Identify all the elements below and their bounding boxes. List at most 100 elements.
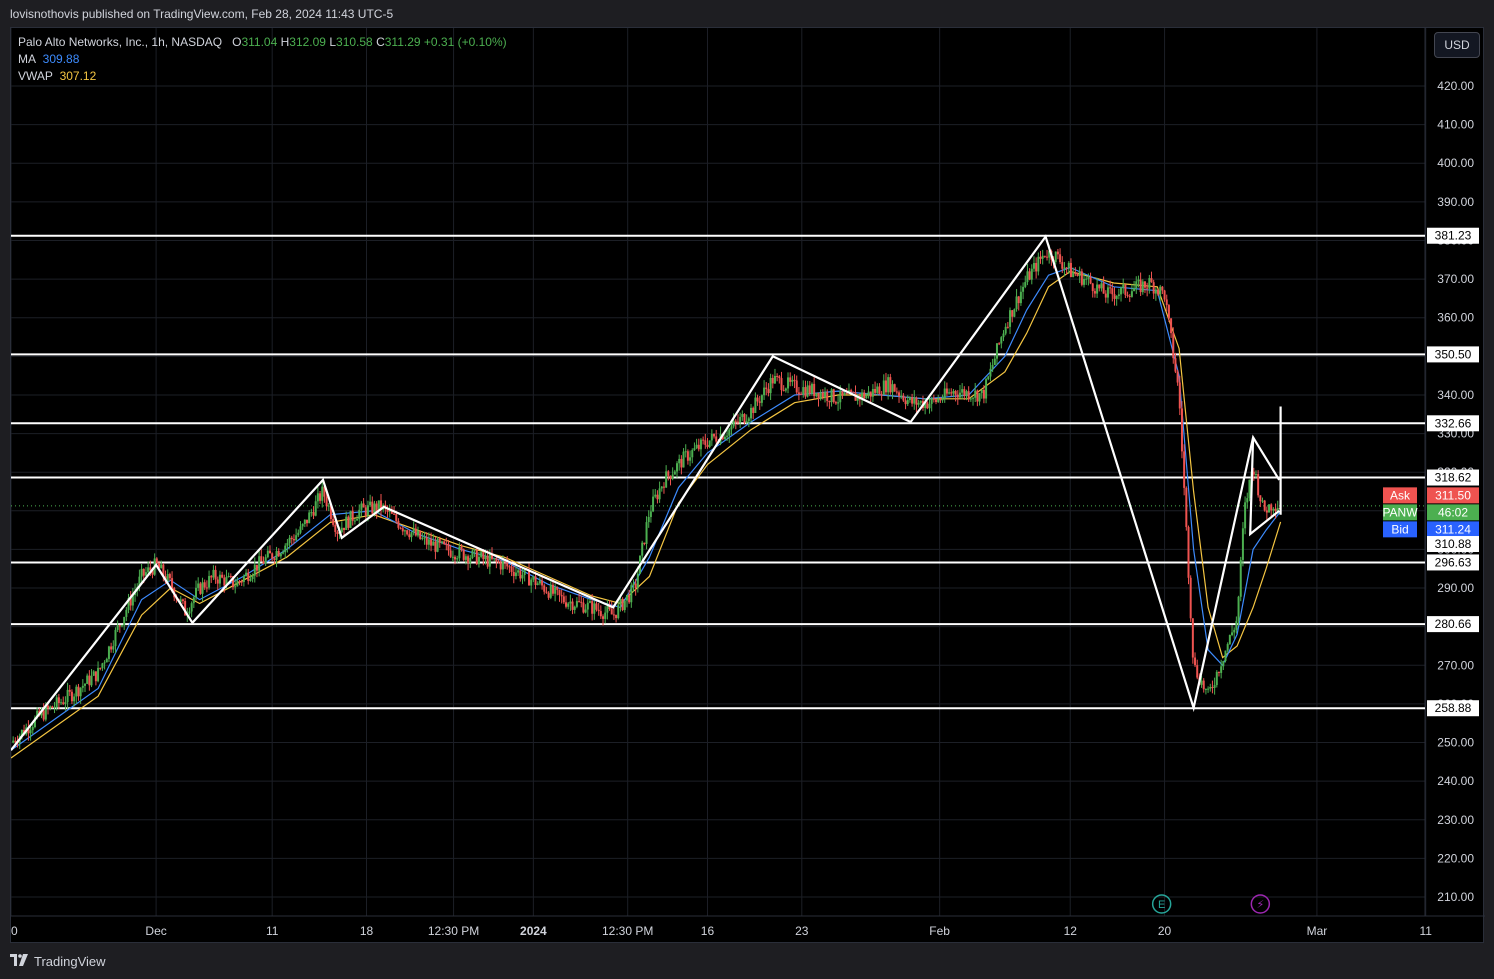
candle-body [900, 395, 903, 397]
candle-body [447, 544, 450, 551]
candle-body [861, 392, 864, 400]
last-tag [1383, 504, 1417, 521]
candle-body [1176, 371, 1179, 383]
dividend-flash-icon[interactable]: ⚡ [1250, 894, 1271, 914]
candle-body [517, 570, 520, 573]
candle-body [1011, 310, 1014, 317]
candle-body [913, 397, 916, 404]
candle-body [880, 394, 883, 396]
candle-body [850, 390, 853, 392]
candle-body [1215, 671, 1218, 686]
candle-body [889, 377, 892, 393]
level-296-price-text: 296.63 [1435, 555, 1472, 569]
candle-body [57, 697, 60, 704]
candle-body [123, 616, 126, 626]
candle-body [31, 727, 34, 731]
candle-body [754, 397, 757, 413]
candle-body [454, 556, 457, 560]
candle-body [758, 401, 761, 403]
symbol-title[interactable]: Palo Alto Networks, Inc., 1h, NASDAQ [18, 35, 223, 49]
candle-body [86, 675, 89, 684]
candle-body [1063, 267, 1066, 269]
candle-body [473, 549, 476, 551]
candle-body [654, 494, 657, 497]
candle-body [784, 388, 787, 391]
candle-body [728, 429, 731, 436]
svg-text:E: E [1158, 899, 1165, 911]
candle-body [958, 392, 961, 398]
candle-body [238, 581, 241, 583]
y-tick-label: 400.00 [1437, 156, 1474, 170]
currency-button[interactable]: USD [1434, 32, 1480, 58]
ask-price-label [1427, 487, 1479, 504]
candle-body [299, 526, 302, 533]
footer-brand[interactable]: TradingView [34, 953, 106, 969]
candle-body [512, 571, 515, 577]
candle-body [188, 611, 191, 614]
candle-body [828, 400, 831, 403]
candle-body [1002, 333, 1005, 338]
candle-body [401, 528, 404, 532]
candle-body [928, 403, 931, 409]
candle-body [1211, 686, 1214, 688]
candle-body [669, 475, 672, 480]
candle-body [205, 587, 208, 589]
candle-body [871, 388, 874, 397]
tradingview-logo-icon[interactable] [10, 953, 28, 969]
candle-body [606, 606, 609, 613]
candle-body [432, 541, 435, 546]
candle-body [445, 544, 448, 546]
candle-body [179, 599, 182, 602]
candle-body [33, 717, 36, 728]
candle-body [695, 444, 698, 449]
ma-row[interactable]: MA 309.88 [18, 51, 507, 68]
earnings-icon[interactable]: E [1151, 894, 1172, 914]
level-318-price-text: 318.62 [1435, 471, 1472, 485]
candle-body [142, 568, 145, 576]
candle-body [1150, 278, 1153, 283]
candle-body [747, 418, 750, 422]
candle-body [140, 568, 143, 577]
candle-body [521, 574, 524, 579]
candle-body [125, 609, 128, 617]
candle-body [791, 379, 794, 382]
vwap-row[interactable]: VWAP 307.12 [18, 68, 507, 85]
candle-body [349, 510, 352, 528]
candle-body [1244, 502, 1247, 529]
price-chart[interactable]: 210.00220.00230.00240.00250.00260.00270.… [11, 28, 1485, 944]
candle-body [195, 587, 198, 598]
level-381-price-text: 381.23 [1435, 229, 1472, 243]
candle-body [976, 390, 979, 402]
ask-price-text: 311.50 [1435, 488, 1471, 502]
candle-body [680, 458, 683, 468]
candle-body [323, 486, 326, 497]
candle-body [210, 576, 213, 578]
level-332-price-label [1427, 415, 1479, 432]
candle-body [1194, 657, 1197, 666]
candle-body [214, 569, 217, 580]
candle-body [1222, 661, 1225, 667]
candle-body [471, 550, 474, 559]
candle-body [236, 581, 239, 587]
candle-body [451, 556, 454, 558]
candle-body [852, 391, 855, 393]
candle-body [88, 675, 91, 686]
candle-body [625, 594, 628, 601]
candle-body [319, 493, 322, 501]
vwap-line [11, 270, 1282, 759]
candle-body [1209, 686, 1212, 689]
candle-body [704, 440, 707, 445]
candle-body [904, 400, 907, 405]
candle-body [308, 512, 311, 524]
x-tick-label: Feb [929, 924, 950, 938]
candle-body [961, 389, 964, 393]
candle-body [993, 358, 996, 365]
candle-body [1083, 279, 1086, 285]
chart-area[interactable]: 210.00220.00230.00240.00250.00260.00270.… [10, 27, 1485, 944]
candle-body [974, 390, 977, 398]
candle-body [682, 451, 685, 468]
candle-body [321, 486, 324, 501]
candle-body [963, 389, 966, 396]
candle-body [554, 587, 557, 594]
candle-body [1128, 295, 1131, 297]
